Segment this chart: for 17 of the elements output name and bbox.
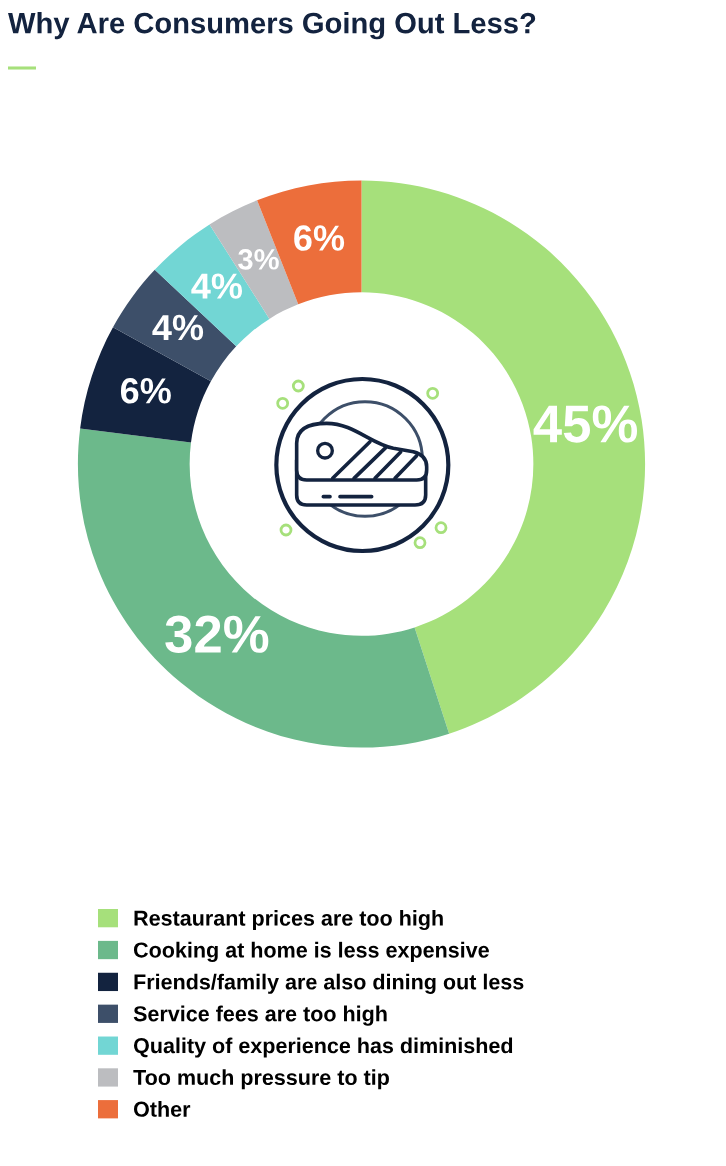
data-label: 6%: [294, 225, 345, 251]
legend-label: Other: [133, 1101, 191, 1117]
donut-slice: [361, 180, 646, 734]
legend-label: Service fees are too high: [133, 1005, 387, 1026]
data-label: 4%: [191, 273, 243, 299]
legend-label: Restaurant prices are too high: [134, 909, 443, 931]
data-label: 6%: [120, 378, 171, 404]
donut-slice: [77, 428, 450, 748]
data-label: 4%: [152, 314, 204, 341]
legend-label: Cooking at home is less expensive: [133, 941, 489, 962]
data-label: 45%: [533, 405, 638, 443]
legend-label: Too much pressure to tip: [133, 1069, 389, 1090]
legend-label: Quality of experience has diminished: [133, 1037, 513, 1058]
data-label: 3%: [238, 249, 279, 270]
legend-label: Friends/family are also dining out less: [134, 973, 524, 994]
data-label: 32%: [165, 615, 269, 654]
chart-title: Why Are Consumers Going Out Less?: [8, 12, 536, 40]
